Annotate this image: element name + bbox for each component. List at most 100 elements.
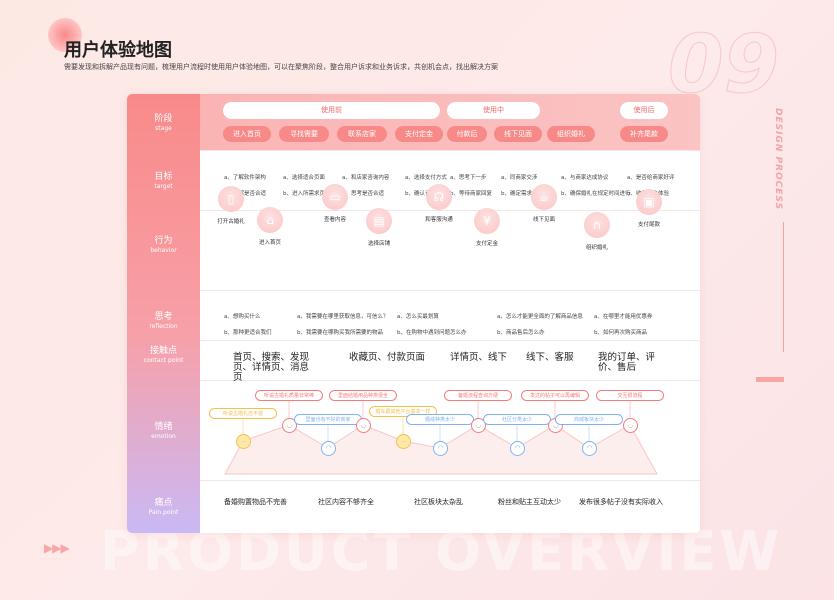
emotion-label: 听说古婚礼还不错 — [209, 408, 277, 419]
target-text: a、同商家交涉 — [501, 175, 538, 181]
target-text: b、思考是否合适 — [342, 191, 384, 197]
headset-icon: ☊ — [426, 184, 452, 210]
row-divider — [200, 340, 700, 341]
pain-point: 备婚购置物品不完善 — [224, 498, 287, 506]
reflection-text: b、我需要在哪购买我所需要的物品 — [297, 330, 383, 336]
contact-point: 详情页、线下 — [450, 352, 508, 363]
target-text: a、选择适合页面 — [283, 175, 325, 181]
row-label-cn: 接触点 — [149, 346, 177, 356]
sad-face-icon: ◠ — [321, 441, 336, 456]
target-text: b、等待商家回复 — [450, 191, 492, 197]
stage-pill[interactable]: 使用中 — [447, 102, 540, 119]
row-label: 痛点 Pain point — [127, 498, 200, 518]
reflection-text: b、在购物中遇到问题怎么办 — [397, 330, 467, 336]
row-label-en: target — [154, 183, 173, 190]
row-label: 阶段 stage — [127, 114, 200, 134]
row-label-en: reflection — [149, 323, 178, 330]
behavior-label: 支付定金 — [475, 241, 498, 247]
target-text: a、与商家达成协议 — [561, 175, 609, 181]
cup-icon: ☕ — [531, 184, 557, 210]
reflection-text: b、如何再次购买商品 — [594, 330, 647, 336]
row-label-cn: 阶段 — [154, 114, 173, 124]
step-button[interactable]: 线下见面 — [494, 126, 542, 142]
target-text: b、确定需求 — [501, 191, 532, 197]
happy-face-icon: ◡ — [282, 418, 297, 433]
store-icon: ▤ — [366, 208, 392, 234]
decor-blob — [48, 18, 82, 52]
reflection-text: a、怎么买最划算 — [397, 314, 439, 320]
happy-face-icon: ◡ — [471, 418, 486, 433]
arch-icon: ∩ — [584, 212, 610, 238]
step-button[interactable]: 联系店家 — [337, 126, 387, 142]
step-button[interactable]: 支付定金 — [395, 126, 443, 142]
behavior-label: 进入首页 — [258, 240, 281, 246]
row-label-en: stage — [155, 125, 172, 132]
emotion-label: 备婚流程查询方便 — [444, 390, 512, 401]
row-label-en: contact point — [143, 357, 184, 364]
row-label: 接触点 contact point — [127, 346, 200, 366]
emotion-label: 婚车跟其他平台基本一样 — [369, 406, 437, 417]
row-label-cn: 思考 — [154, 312, 173, 322]
row-label-cn: 情绪 — [154, 422, 173, 432]
reflection-text: b、商品售后怎么办 — [497, 330, 545, 336]
row-divider — [200, 290, 700, 291]
row-label-en: emotion — [151, 433, 176, 440]
pain-point: 社区内容不够齐全 — [318, 498, 374, 506]
reflection-text: a、怎么才能更全面的了解商品信息 — [497, 314, 583, 320]
behavior-label: 组织婚礼 — [585, 245, 608, 251]
pain-point: 粉丝和贴主互动太少 — [498, 498, 561, 506]
step-button[interactable]: 补齐尾款 — [620, 126, 668, 142]
page-title: 用户体验地图 — [64, 40, 172, 61]
happy-face-icon: ◡ — [356, 418, 371, 433]
row-divider — [200, 210, 700, 211]
behavior-label: 打开古婚礼 — [217, 219, 245, 225]
phone-icon: ▯ — [218, 186, 244, 212]
target-text: a、选择支付方式 — [405, 175, 447, 181]
contact-point: 首页、搜索、发现页、详情页、消息页 — [233, 352, 310, 383]
row-divider — [200, 380, 700, 381]
reflection-text: b、那种更适合我们 — [224, 330, 272, 336]
neutral-face-icon: – — [236, 434, 251, 449]
reflection-text: a、在哪里才能用优惠券 — [594, 314, 653, 320]
emotion-curve — [224, 398, 658, 475]
behavior-label: 线下见面 — [532, 217, 555, 223]
pain-point: 社区板块太杂乱 — [414, 498, 463, 506]
target-text: a、思考下一步 — [450, 175, 487, 181]
row-label: 目标 target — [127, 172, 200, 192]
target-text: a、是否给商家好评 — [627, 175, 675, 181]
stage-pill[interactable]: 使用前 — [223, 102, 440, 119]
home-icon: ⌂ — [257, 207, 283, 233]
target-text: a、了解软件架构 — [224, 175, 266, 181]
target-text: b、了解是否合适 — [224, 191, 266, 197]
stage-pill[interactable]: 使用后 — [620, 102, 668, 119]
wallet-icon: ▣ — [636, 189, 662, 215]
emotion-label: 交互很流程 — [596, 390, 664, 401]
contact-point: 我的订单、评价、售后 — [598, 352, 656, 373]
target-text: b、进入所需求页面 — [283, 191, 331, 197]
side-line — [783, 222, 784, 352]
emotion-label: 商城板块太少 — [555, 414, 623, 425]
contact-point: 收藏页、付款页面 — [349, 352, 426, 363]
row-label-cn: 目标 — [154, 172, 173, 182]
step-button[interactable]: 组织婚礼 — [547, 126, 595, 142]
behavior-label: 支付尾款 — [637, 222, 660, 228]
behavior-label: 和客服沟通 — [425, 217, 453, 223]
row-label: 思考 reflection — [127, 312, 200, 332]
step-button[interactable]: 付款后 — [447, 126, 487, 142]
row-label-en: Pain point — [148, 509, 179, 516]
side-label: DESIGN PROCESS — [773, 108, 783, 211]
step-button[interactable]: 进入首页 — [223, 126, 271, 142]
step-button[interactable]: 寻找需要 — [279, 126, 329, 142]
emotion-label: 发过的帖子可以再编辑 — [521, 390, 589, 401]
emotion-label: 社区分类太少 — [483, 414, 551, 425]
pain-point: 发布很多帖子没有实际收入 — [579, 498, 663, 506]
emotion-label: 听说古婚礼质量非常棒 — [255, 390, 323, 401]
target-text: b、确认订单 — [405, 191, 436, 197]
contact-point: 线下、客服 — [526, 352, 574, 363]
reflection-text: a、我需要在哪里获取信息，可信么？ — [297, 314, 389, 320]
page-subtitle: 需要发现和拆解产品现有问题，梳理用户流程时使用用户体验地图，可以在聚焦阶段，整合… — [64, 63, 498, 71]
behavior-label: 选择店铺 — [367, 241, 390, 247]
happy-face-icon: ◡ — [623, 418, 638, 433]
row-label-column — [127, 94, 200, 533]
yuan-icon: ¥ — [474, 208, 500, 234]
